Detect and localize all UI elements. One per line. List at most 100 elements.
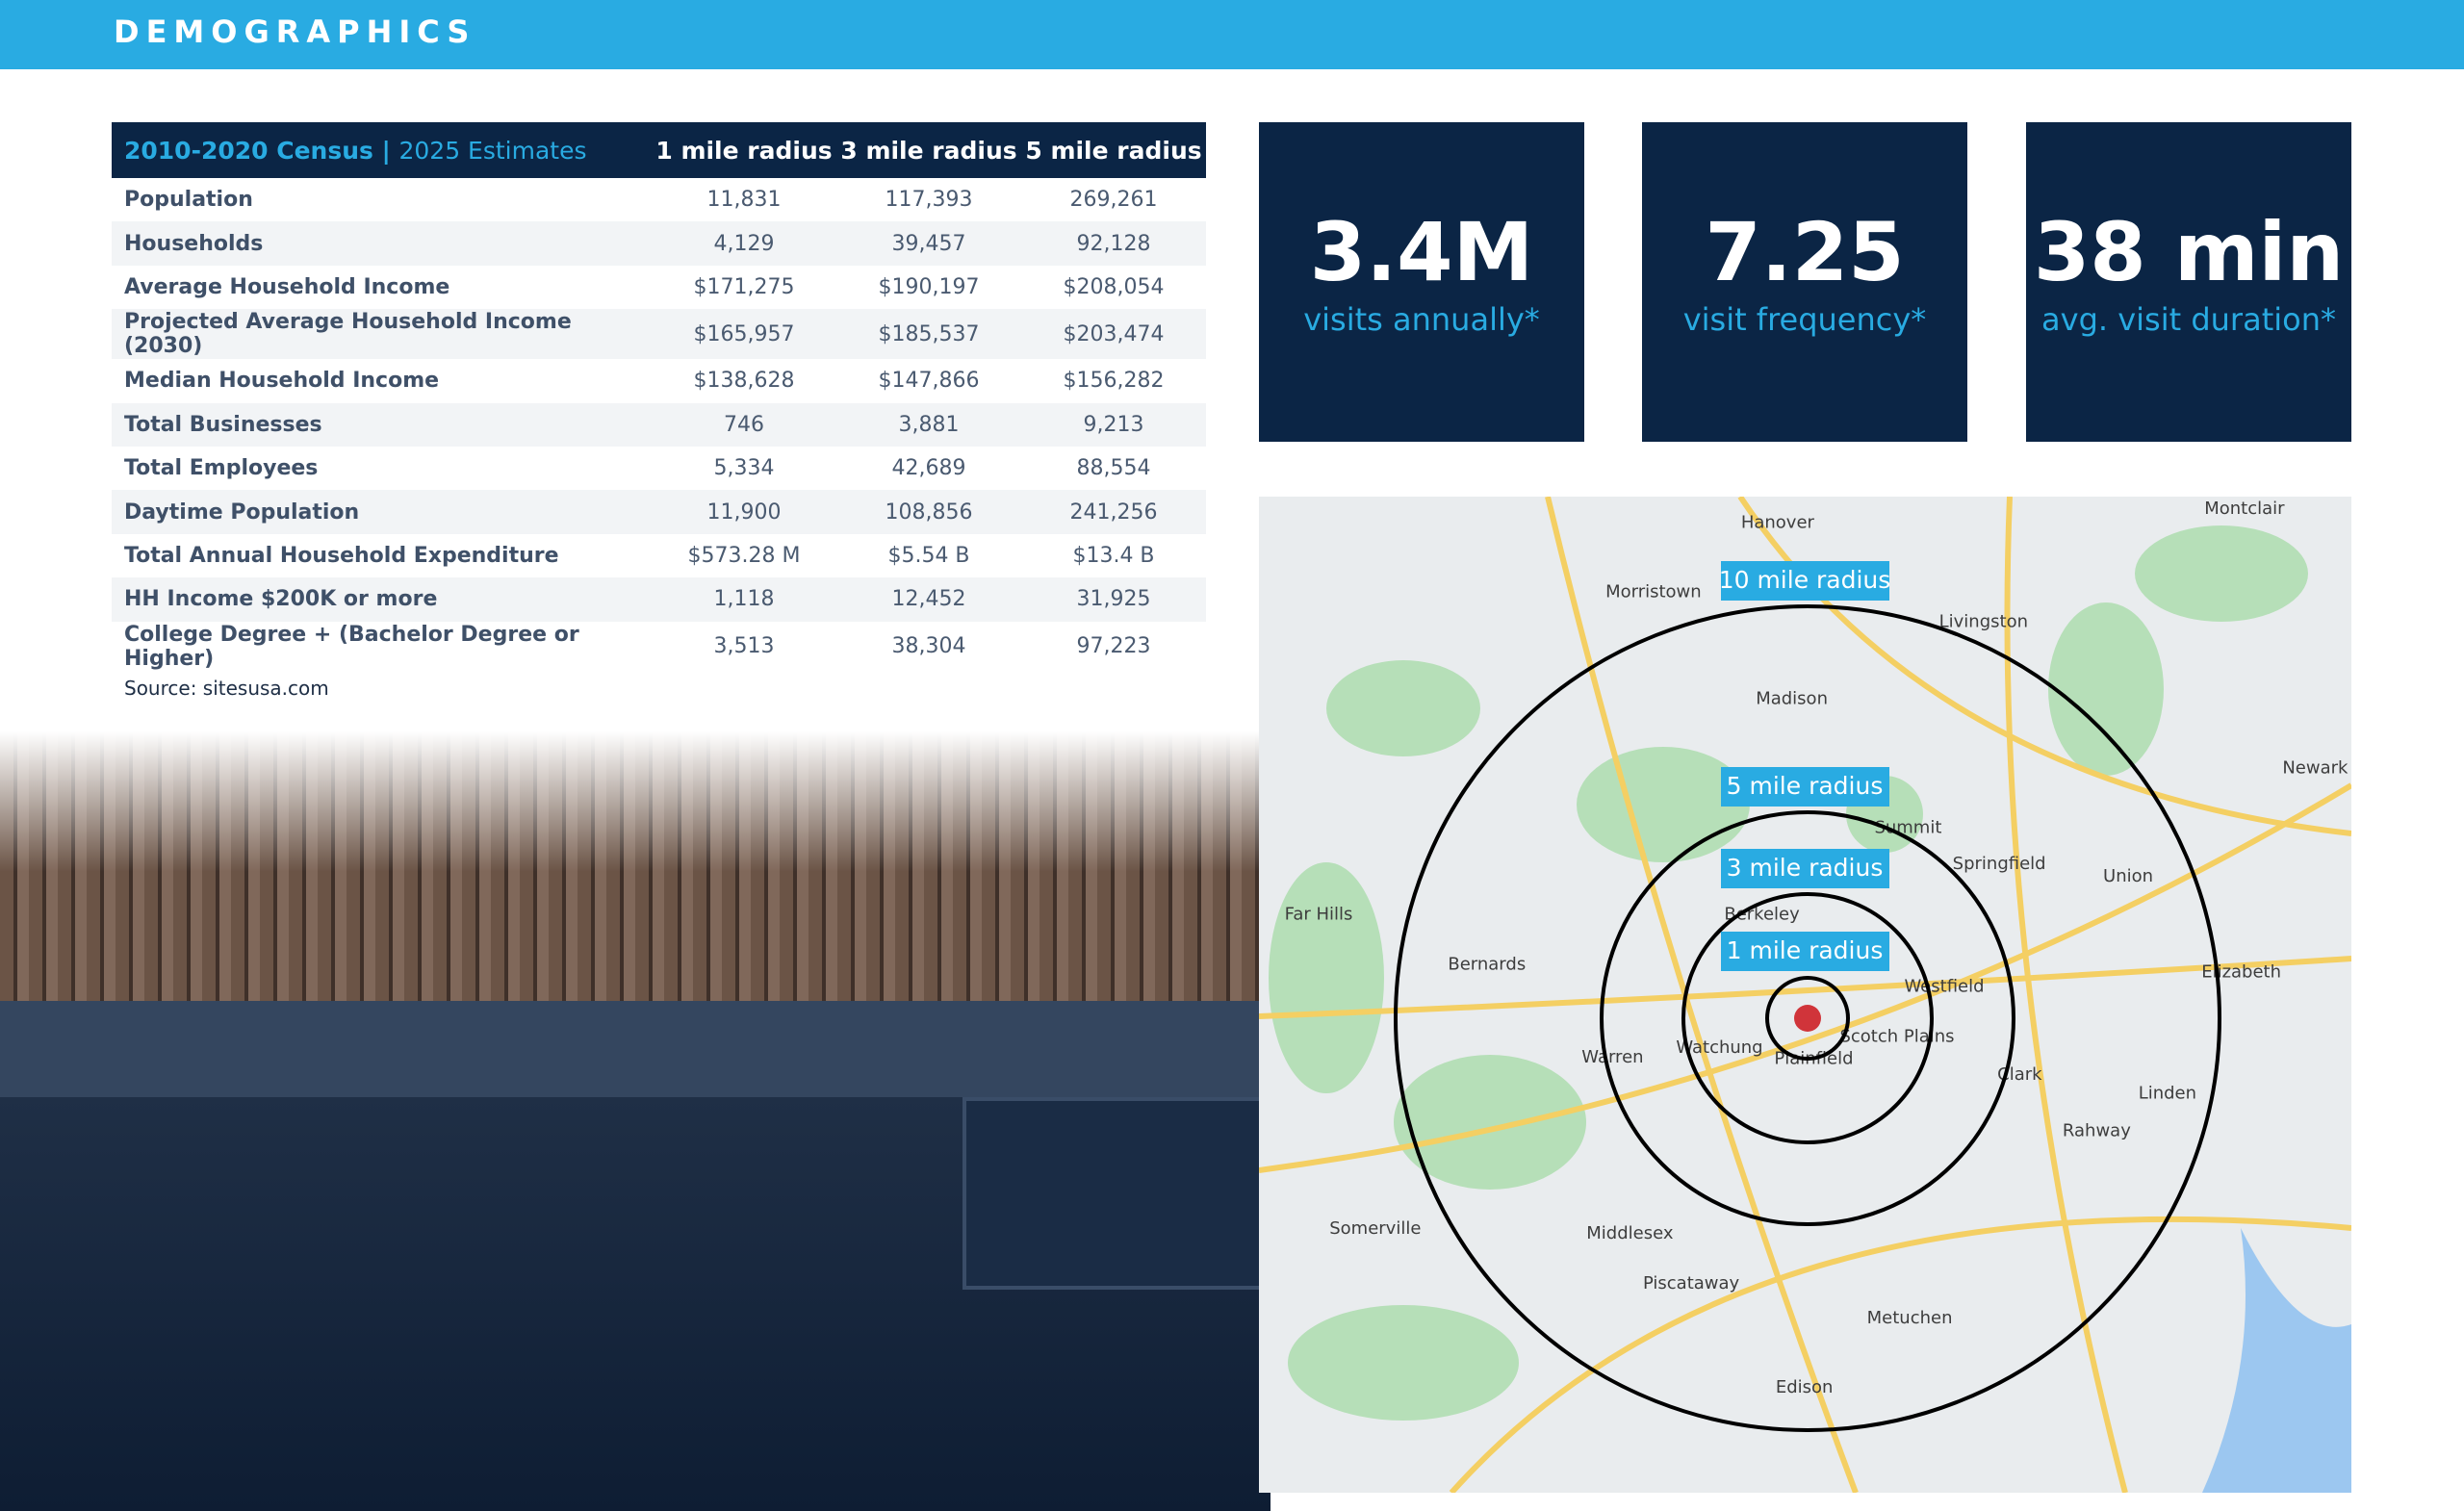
site-marker <box>1794 1005 1821 1032</box>
stat-label: visits annually* <box>1303 301 1540 338</box>
radius-label-box <box>1721 561 1889 601</box>
table-row: Households 4,129 39,457 92,128 <box>112 221 1206 266</box>
place-label: Rahway <box>2063 1121 2131 1141</box>
row-label: Total Businesses <box>112 402 652 447</box>
stat-label: visit frequency* <box>1682 301 1927 338</box>
cell-value: 1,118 <box>652 577 836 622</box>
stat-value: 3.4M <box>1309 205 1534 299</box>
radius-label: 1 mile radius <box>1727 936 1884 964</box>
cell-value: $208,054 <box>1063 274 1165 299</box>
table-header-row: 2010-2020 Census | 2025 Estimates 1 mile… <box>112 122 1206 178</box>
row-label: Total Annual Household Expenditure <box>124 543 559 568</box>
place-label: Scotch Plains <box>1839 1027 1954 1047</box>
cell-value: $203,474 <box>1021 309 1206 360</box>
row-label: College Degree + (Bachelor Degree or Hig… <box>124 622 579 671</box>
place-label: Livingston <box>1939 612 2028 632</box>
cell-value: $156,282 <box>1063 369 1165 394</box>
cell-value: 108,856 <box>836 490 1021 534</box>
cell-value: 31,925 <box>1021 577 1206 622</box>
map-roads <box>1259 497 2351 1493</box>
header-bar: DEMOGRAPHICS <box>0 0 2464 69</box>
cell-value: 9,213 <box>1021 402 1206 447</box>
row-label: HH Income $200K or more <box>112 577 652 622</box>
stat-card: 3.4M visits annually* <box>1259 122 1584 442</box>
stat-card: 7.25 visit frequency* <box>1642 122 1967 442</box>
place-label: Newark <box>2282 757 2348 778</box>
cell-value: 38,304 <box>891 634 966 659</box>
table-row: Daytime Population 11,900 108,856 241,256 <box>112 490 1206 534</box>
table-row: Total Employees 5,334 42,689 88,554 <box>112 447 1206 490</box>
row-label: Average Household Income <box>124 274 450 299</box>
row-label: Households <box>112 221 652 266</box>
table-row: Total Businesses 746 3,881 9,213 <box>112 402 1206 447</box>
place-label: Bernards <box>1448 955 1526 975</box>
place-label: Madison <box>1756 689 1828 709</box>
photo-sign <box>962 1097 1270 1290</box>
place-label: Morristown <box>1605 582 1702 602</box>
cell-value: 241,256 <box>1021 490 1206 534</box>
radius-ring <box>1765 976 1850 1061</box>
place-label: Elizabeth <box>2201 962 2281 983</box>
census-title: 2010-2020 Census <box>124 136 373 165</box>
cell-value: 4,129 <box>652 221 836 266</box>
cell-value: $138,628 <box>693 369 795 394</box>
place-label: Far Hills <box>1285 904 1353 924</box>
demographics-table: 2010-2020 Census | 2025 Estimates 1 mile… <box>112 122 1206 672</box>
row-label: Total Employees <box>124 456 319 481</box>
cell-value: $185,537 <box>836 309 1021 360</box>
cell-value: $190,197 <box>878 274 980 299</box>
separator: | <box>381 136 391 165</box>
header-title: DEMOGRAPHICS <box>114 13 476 50</box>
radius-ring <box>1600 810 2015 1226</box>
map-parks <box>1269 525 2308 1421</box>
place-label: Metuchen <box>1867 1308 1953 1328</box>
radius-rings <box>1394 604 2221 1432</box>
cell-value: 92,128 <box>1021 221 1206 266</box>
radius-label: 10 mile radius <box>1719 566 1891 594</box>
map-water <box>2202 1228 2351 1493</box>
stat-label: avg. visit duration* <box>2041 301 2336 338</box>
radius-label-box <box>1721 767 1889 807</box>
place-label: Somerville <box>1329 1218 1421 1239</box>
place-label: Berkeley <box>1724 904 1800 924</box>
cell-value: 5,334 <box>713 456 775 481</box>
cell-value: 269,261 <box>1069 188 1158 213</box>
cell-value: 746 <box>652 402 836 447</box>
cell-value: $147,866 <box>878 369 980 394</box>
table-row: Median Household Income $138,628 $147,866 $… <box>112 359 1206 402</box>
place-label: Summit <box>1874 817 1941 837</box>
cell-value: 117,393 <box>885 188 973 213</box>
table-row: Total Annual Household Expenditure $573.2… <box>112 534 1206 577</box>
stat-card: 38 min avg. visit duration* <box>2026 122 2351 442</box>
stat-value: 38 min <box>2033 205 2345 299</box>
table-header-title: 2010-2020 Census | 2025 Estimates <box>112 122 652 178</box>
place-label: Warren <box>1581 1047 1643 1067</box>
row-label: Daytime Population <box>112 490 652 534</box>
column-header: 3 mile radius <box>836 122 1021 178</box>
column-header: 1 mile radius <box>652 122 836 178</box>
table-row: College Degree + (Bachelor Degree or Hig… <box>112 622 1206 672</box>
cell-value: 39,457 <box>836 221 1021 266</box>
photo-band <box>0 1001 1270 1107</box>
cell-value: $171,275 <box>693 274 795 299</box>
row-label: Projected Average Household Income (2030… <box>112 309 652 360</box>
place-label: Watchung <box>1676 1037 1762 1058</box>
cell-value: 88,554 <box>1076 456 1151 481</box>
place-label: Piscataway <box>1643 1273 1740 1293</box>
cell-value: 11,831 <box>706 188 782 213</box>
place-label: Hanover <box>1741 513 1815 533</box>
place-label: Union <box>2103 866 2153 886</box>
column-header: 5 mile radius <box>1021 122 1206 178</box>
cell-value: 11,900 <box>652 490 836 534</box>
place-label: Middlesex <box>1586 1223 1674 1243</box>
table-row: Projected Average Household Income (2030… <box>112 309 1206 360</box>
estimates-subtitle: 2025 Estimates <box>398 136 587 165</box>
radius-ring <box>1394 604 2221 1432</box>
place-label: Montclair <box>2204 499 2285 519</box>
cell-value: 42,689 <box>891 456 966 481</box>
cell-value: 3,513 <box>713 634 775 659</box>
cell-value: 3,881 <box>836 402 1021 447</box>
cell-value: $5.54 B <box>887 543 970 568</box>
cell-value: 12,452 <box>836 577 1021 622</box>
